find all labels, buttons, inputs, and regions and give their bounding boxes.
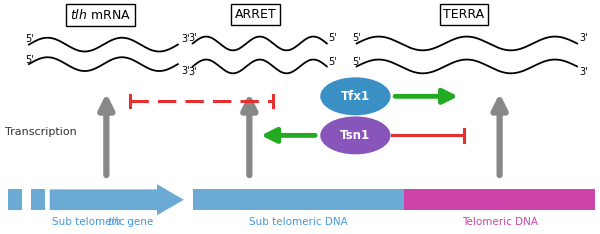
Text: Sub telomeric: Sub telomeric [52, 217, 127, 227]
Ellipse shape [320, 117, 391, 154]
Text: ARRET: ARRET [235, 8, 276, 21]
Text: 3': 3' [188, 67, 197, 77]
Text: Tsn1: Tsn1 [340, 129, 370, 142]
Text: 5': 5' [25, 34, 34, 44]
FancyBboxPatch shape [8, 189, 22, 210]
Ellipse shape [320, 77, 391, 115]
Text: TERRA: TERRA [443, 8, 484, 21]
Text: Telomeric DNA: Telomeric DNA [461, 217, 538, 227]
FancyBboxPatch shape [193, 189, 404, 210]
FancyBboxPatch shape [404, 189, 595, 210]
Text: 3': 3' [188, 33, 197, 43]
Text: 5': 5' [352, 57, 361, 67]
Text: $\it{tlh}$ mRNA: $\it{tlh}$ mRNA [70, 8, 131, 22]
Text: 3': 3' [579, 67, 587, 77]
Text: 5': 5' [329, 57, 337, 67]
Text: Sub telomeric DNA: Sub telomeric DNA [249, 217, 347, 227]
Text: 5': 5' [25, 55, 34, 65]
Text: 5': 5' [352, 33, 361, 43]
Text: Transcription: Transcription [5, 127, 77, 137]
Text: tlh: tlh [107, 217, 121, 227]
FancyArrow shape [50, 184, 184, 215]
Text: gene: gene [124, 217, 153, 227]
Text: 3': 3' [579, 33, 587, 43]
Text: 3': 3' [181, 34, 190, 44]
Text: 3': 3' [181, 66, 190, 76]
Text: 5': 5' [329, 33, 337, 43]
Text: Tfx1: Tfx1 [341, 90, 370, 103]
FancyBboxPatch shape [31, 189, 45, 210]
